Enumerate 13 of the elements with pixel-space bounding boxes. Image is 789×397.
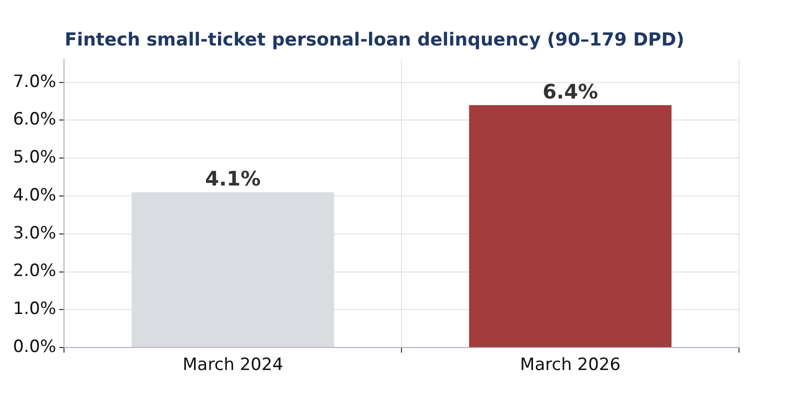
y-tick-label: 7.0% (12, 72, 56, 92)
chart-title: Fintech small-ticket personal-loan delinquency (90–179 DPD) (64, 29, 684, 50)
data-label: 6.4% (542, 79, 598, 104)
y-tick-label: 6.0% (12, 110, 56, 130)
y-tick-label: 2.0% (12, 261, 56, 282)
y-tick-label: 1.0% (12, 299, 56, 320)
y-tick-label: 5.0% (12, 148, 56, 168)
x-tick-label: March 2024 (182, 355, 284, 376)
data-label: 4.1% (205, 166, 261, 190)
y-tick-label: 3.0% (12, 223, 56, 244)
y-tick-label: 0.0% (12, 337, 56, 358)
x-tick-label: March 2026 (520, 355, 621, 376)
y-tick-label: 4.0% (12, 185, 56, 206)
